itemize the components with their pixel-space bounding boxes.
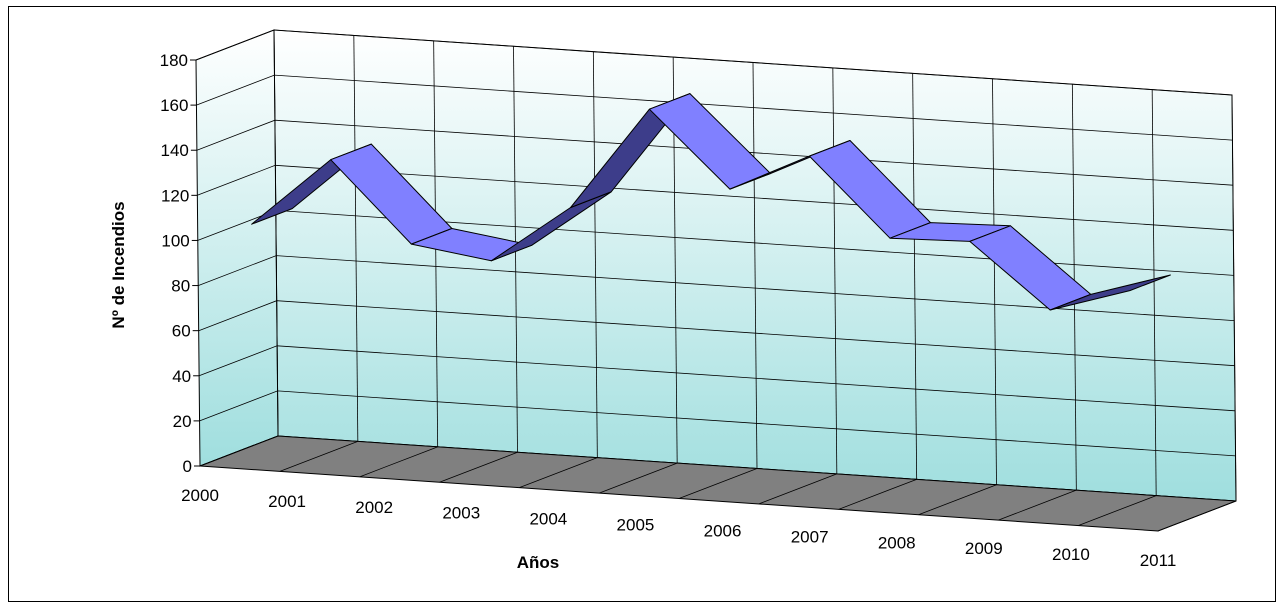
x-tick-label: 2011 xyxy=(1140,551,1177,570)
x-tick-label: 2002 xyxy=(355,498,393,517)
floor-divider xyxy=(519,457,598,489)
y-tick-label: 40 xyxy=(172,367,191,386)
x-tick-label: 2000 xyxy=(181,486,219,505)
x-tick-label: 2007 xyxy=(791,527,829,546)
y-tick-label: 160 xyxy=(160,96,188,115)
floor-divider xyxy=(599,462,678,494)
y-tick-label: 60 xyxy=(172,322,191,341)
y-axis-ticks: 0 20 40 60 80 100 120 140 160 180 xyxy=(160,51,200,476)
x-axis-title: Años xyxy=(517,553,560,572)
v-gridline xyxy=(912,73,918,480)
floor-divider xyxy=(838,478,917,510)
floor-divider xyxy=(918,484,997,516)
y-tick-label: 140 xyxy=(161,141,189,160)
floor-divider xyxy=(279,441,358,472)
v-gridline xyxy=(992,78,997,485)
x-tick-label: 2003 xyxy=(442,504,480,523)
x-axis-ticks: 2000 2001 2002 2003 2004 2005 2006 2007 2008 2009… xyxy=(181,486,1176,570)
data-ribbon xyxy=(251,93,1171,311)
x-tick-label: 2006 xyxy=(704,521,742,540)
side-wall xyxy=(195,29,279,467)
y-tick-label: 100 xyxy=(161,231,189,250)
floor-divider xyxy=(359,446,438,478)
y-tick-label: 120 xyxy=(161,186,189,205)
y-tick-label: 20 xyxy=(173,412,192,431)
x-tick-label: 2001 xyxy=(268,492,306,511)
floor-divider xyxy=(199,435,279,467)
floor-divider xyxy=(439,451,518,483)
floor-divider xyxy=(1157,500,1237,532)
v-gridline xyxy=(1151,89,1157,496)
chart-walls xyxy=(195,29,1237,502)
x-tick-label: 2009 xyxy=(965,539,1003,558)
floor-divider xyxy=(1078,495,1157,526)
y-tick-label: 180 xyxy=(160,51,188,70)
x-tick-label: 2008 xyxy=(878,533,916,552)
ribbon-segment xyxy=(1049,274,1171,311)
floor-divider xyxy=(758,473,837,505)
chart-floor xyxy=(199,435,1237,532)
v-gridline xyxy=(273,29,279,437)
x-tick-label: 2005 xyxy=(617,516,655,535)
x-tick-label: 2004 xyxy=(529,510,567,529)
y-tick-label: 80 xyxy=(171,277,190,296)
floor-divider xyxy=(998,489,1077,521)
v-gridline xyxy=(353,35,359,442)
v-gridline xyxy=(592,51,598,458)
v-gridline xyxy=(1231,94,1237,502)
v-gridline xyxy=(832,67,838,474)
floor-divider xyxy=(678,468,758,499)
y-tick-label: 0 xyxy=(183,457,192,476)
v-gridline xyxy=(752,62,758,469)
y-axis-title: Nº de Incendios xyxy=(109,201,128,328)
x-tick-label: 2010 xyxy=(1052,545,1090,564)
